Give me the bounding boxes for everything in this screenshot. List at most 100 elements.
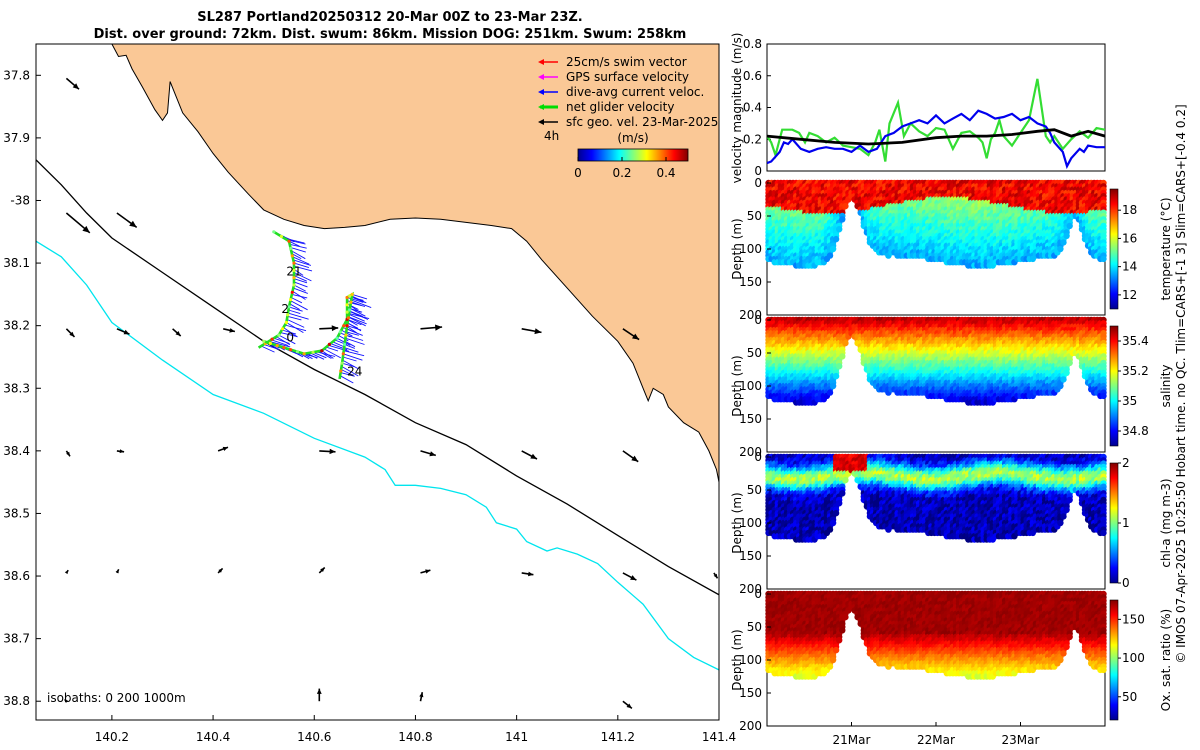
vector-head [229, 328, 235, 333]
dive-avg-current-vector [343, 353, 363, 361]
geostrophic-vector [521, 328, 542, 335]
y-tick-label: 0.2 [743, 132, 762, 146]
glider-track [257, 230, 372, 384]
coastline-land [111, 44, 719, 483]
track-speed-marker [289, 298, 293, 302]
dive-avg-current-vector [292, 290, 306, 300]
vector-head [69, 331, 75, 337]
section-sample [829, 245, 837, 253]
dive-avg-current-vector [287, 315, 302, 321]
track-speed-marker [281, 327, 285, 331]
geostrophic-vector [622, 450, 639, 463]
dive-avg-current-vector [268, 340, 291, 348]
dive-avg-current-vector [290, 300, 308, 311]
dive-avg-current-vector [346, 331, 359, 336]
colorbar-tick-label: 14 [1122, 260, 1137, 274]
section-sample [836, 363, 843, 370]
dive-avg-current-vector [346, 312, 370, 320]
dive-avg-current-vector [287, 312, 309, 320]
dive-avg-current-vector [276, 336, 291, 346]
track-speed-marker [344, 333, 348, 337]
geostrophic-vector [223, 328, 236, 333]
track-speed-marker [340, 361, 344, 365]
y-tick-label: 0.8 [743, 37, 762, 51]
series-line [767, 128, 1105, 146]
track-speed-marker [350, 292, 354, 296]
dive-avg-current-vector [293, 262, 310, 269]
y-tick-label: -38 [10, 193, 30, 207]
legend-label: sfc geo. vel. 23-Mar-2025 [566, 115, 718, 129]
vector-head [626, 703, 632, 709]
track-speed-marker [339, 369, 343, 373]
dive-avg-current-vector [260, 345, 275, 353]
y-tick-label: 38.6 [3, 569, 30, 583]
geostrophic-vector [116, 449, 125, 454]
dive-avg-current-vector [288, 309, 301, 315]
track-speed-marker [349, 300, 353, 304]
track-speed-marker [346, 316, 350, 320]
geostrophic-vector [316, 688, 322, 702]
geostrophic-vector [172, 328, 182, 337]
vector-head [119, 449, 125, 454]
section-sample [1057, 245, 1064, 253]
figure-title-line2: Dist. over ground: 72km. Dist. swum: 86k… [94, 27, 687, 42]
colorbar-tick-label: 12 [1122, 288, 1137, 302]
track-speed-marker [338, 330, 342, 334]
dive-avg-current-vector [291, 293, 308, 299]
map-x-axis: 140.2 140.4 140.6 140.8 141 141.2 141.4 [95, 715, 736, 744]
dive-avg-current-vector [278, 334, 296, 345]
dive-avg-current-vector [345, 334, 364, 341]
dive-avg-current-vector [284, 324, 307, 332]
track-speed-marker [262, 339, 266, 343]
vector-head [435, 324, 443, 331]
vector-head [115, 569, 119, 574]
y-tick-label: 38.3 [3, 381, 30, 395]
dive-avg-current-vector [290, 250, 306, 260]
track-speed-marker [345, 324, 349, 328]
track-speed-marker [348, 308, 352, 312]
vector-head [631, 455, 639, 462]
dive-avg-current-vector [346, 297, 364, 303]
vector-head [66, 451, 70, 457]
track-speed-marker [284, 320, 288, 325]
section-sample [826, 389, 834, 396]
isobath-1000m [36, 240, 719, 671]
vector-head [129, 220, 137, 228]
velocity-panel: 00.20.40.60.8 velocity magnitude (m/s) [730, 33, 1106, 183]
geostrophic-vector [419, 692, 424, 702]
dive-avg-current-vector [346, 303, 359, 310]
track-speed-marker [275, 343, 279, 348]
geostrophic-vector [319, 325, 339, 332]
x-tick-label: 140.6 [297, 730, 331, 744]
day-label: 21 [286, 265, 301, 279]
vector-head [316, 688, 322, 694]
y-tick-label: 37.9 [3, 131, 30, 145]
legend-arrowhead [538, 74, 544, 80]
dive-avg-current-vector [345, 337, 365, 345]
legend-arrowhead [538, 89, 544, 95]
colorbar-label: temperature (°C) [1159, 198, 1173, 301]
vector-head [64, 570, 69, 575]
geostrophic-vector [64, 698, 69, 703]
figure-title-line1: SL287 Portland20250312 20-Mar 00Z to 23-… [197, 10, 583, 25]
track-speed-marker [286, 313, 290, 317]
section-sample [1060, 376, 1067, 383]
dive-avg-current-vector [289, 243, 307, 249]
y-tick-label: 37.8 [3, 68, 30, 82]
dive-avg-current-vector [340, 369, 353, 376]
track-speed-marker [348, 294, 352, 298]
track-speed-marker [289, 348, 293, 352]
track-speed-marker [295, 350, 299, 354]
x-tick-label: 141 [505, 730, 528, 744]
section-sample [832, 235, 840, 243]
track-speed-marker [287, 305, 291, 309]
dive-avg-current-vector [350, 302, 366, 307]
vector-head [425, 569, 431, 574]
track-speed-marker [279, 234, 283, 239]
section-sample [826, 252, 834, 259]
dive-avg-current-vector [312, 351, 327, 359]
dive-avg-current-vector [281, 329, 297, 335]
dive-avg-current-vector [341, 362, 355, 368]
y-tick-label: 38.4 [3, 444, 30, 458]
